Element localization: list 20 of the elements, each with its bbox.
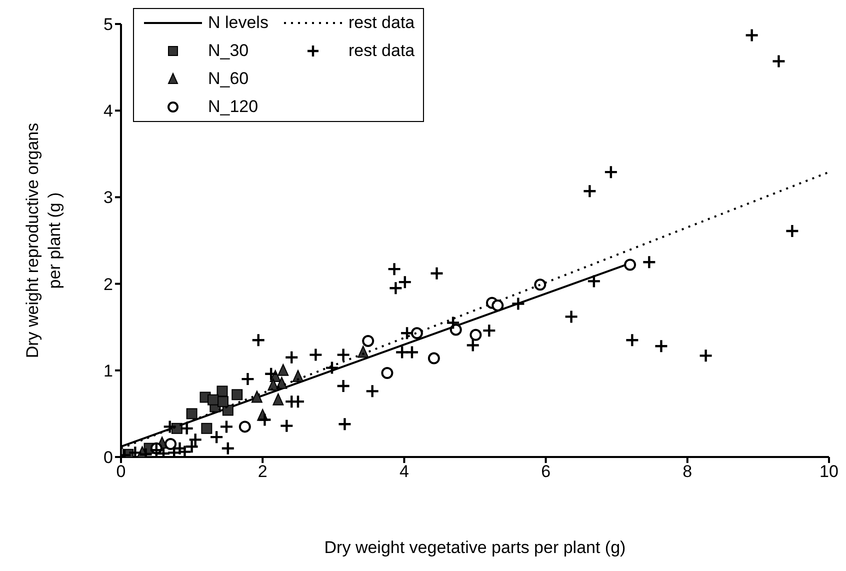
y-tick-label: 5 <box>104 15 113 34</box>
legend-label: N levels <box>208 13 268 33</box>
x-axis-title: Dry weight vegetative parts per plant (g) <box>324 538 626 557</box>
x-tick-label: 6 <box>541 462 551 482</box>
y-tick-label: 1 <box>104 361 113 380</box>
y-axis-title: Dry weight reproductive organs per plant (g ) <box>23 122 64 358</box>
x-tick-label: 2 <box>258 462 268 482</box>
legend-label: rest data <box>348 13 415 33</box>
y-tick-label: 3 <box>104 188 113 208</box>
x-tick-label: 8 <box>682 462 692 482</box>
y-tick-label: 2 <box>104 274 113 294</box>
legend-label: N_60 <box>208 69 249 89</box>
y-tick-label: 0 <box>104 448 113 468</box>
legend-label: N_30 <box>208 41 249 61</box>
legend-label: N_120 <box>208 97 258 117</box>
legend-label: rest data <box>348 41 415 61</box>
x-tick-label: 10 <box>820 462 838 482</box>
x-tick-label: 0 <box>116 462 126 482</box>
x-tick-label: 4 <box>399 462 409 482</box>
y-tick-label: 4 <box>104 102 113 121</box>
